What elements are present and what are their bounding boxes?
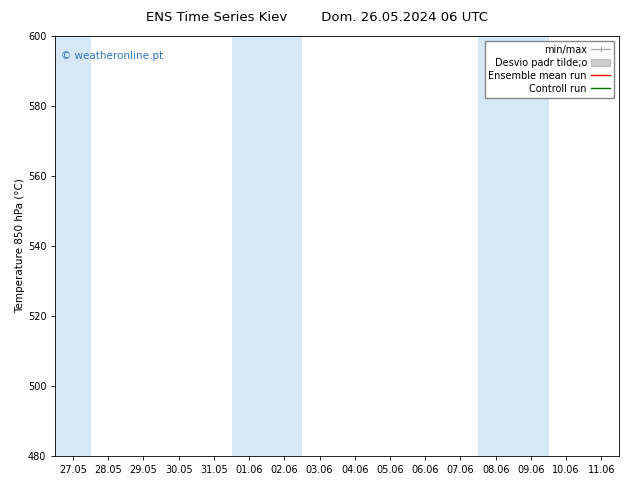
Bar <box>231 36 267 456</box>
Bar <box>514 36 548 456</box>
Bar <box>55 36 91 456</box>
Legend: min/max, Desvio padr tilde;o, Ensemble mean run, Controll run: min/max, Desvio padr tilde;o, Ensemble m… <box>484 41 614 98</box>
Text: © weatheronline.pt: © weatheronline.pt <box>61 51 163 61</box>
Text: ENS Time Series Kiev        Dom. 26.05.2024 06 UTC: ENS Time Series Kiev Dom. 26.05.2024 06 … <box>146 11 488 24</box>
Bar <box>267 36 302 456</box>
Y-axis label: Temperature 850 hPa (°C): Temperature 850 hPa (°C) <box>15 179 25 314</box>
Bar <box>478 36 514 456</box>
